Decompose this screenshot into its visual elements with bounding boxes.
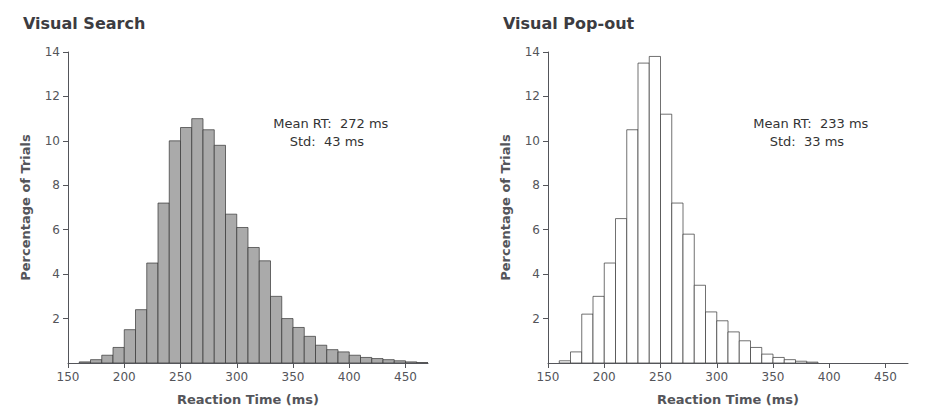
svg-text:Percentage of Trials: Percentage of Trials bbox=[18, 134, 33, 281]
svg-text:Visual Search: Visual Search bbox=[23, 14, 145, 33]
svg-text:Mean RT: 233 ms: Mean RT: 233 ms bbox=[753, 116, 868, 131]
svg-text:400: 400 bbox=[338, 370, 361, 384]
svg-text:Std: 33 ms: Std: 33 ms bbox=[753, 134, 844, 149]
svg-text:Visual Pop-out: Visual Pop-out bbox=[503, 14, 635, 33]
svg-text:6: 6 bbox=[532, 223, 540, 237]
svg-text:8: 8 bbox=[532, 178, 540, 192]
svg-text:350: 350 bbox=[282, 370, 305, 384]
svg-text:8: 8 bbox=[52, 178, 60, 192]
svg-text:4: 4 bbox=[52, 267, 60, 281]
svg-text:200: 200 bbox=[593, 370, 616, 384]
svg-text:Percentage of Trials: Percentage of Trials bbox=[498, 134, 513, 281]
svg-text:250: 250 bbox=[649, 370, 672, 384]
svg-text:150: 150 bbox=[537, 370, 560, 384]
svg-text:250: 250 bbox=[169, 370, 192, 384]
svg-text:6: 6 bbox=[52, 223, 60, 237]
svg-text:300: 300 bbox=[705, 370, 728, 384]
svg-text:Mean RT: 272 ms: Mean RT: 272 ms bbox=[273, 116, 388, 131]
svg-text:12: 12 bbox=[45, 89, 60, 103]
svg-text:300: 300 bbox=[225, 370, 248, 384]
svg-text:400: 400 bbox=[818, 370, 841, 384]
svg-text:450: 450 bbox=[394, 370, 417, 384]
svg-text:200: 200 bbox=[113, 370, 136, 384]
svg-text:150: 150 bbox=[57, 370, 80, 384]
svg-text:Std: 43 ms: Std: 43 ms bbox=[273, 134, 364, 149]
svg-text:10: 10 bbox=[45, 134, 60, 148]
svg-text:Reaction Time (ms): Reaction Time (ms) bbox=[657, 392, 799, 407]
svg-text:2: 2 bbox=[532, 312, 540, 326]
svg-text:350: 350 bbox=[762, 370, 785, 384]
svg-text:10: 10 bbox=[525, 134, 540, 148]
svg-text:Reaction Time (ms): Reaction Time (ms) bbox=[177, 392, 319, 407]
svg-text:4: 4 bbox=[532, 267, 540, 281]
svg-text:450: 450 bbox=[874, 370, 897, 384]
svg-text:2: 2 bbox=[52, 312, 60, 326]
svg-text:12: 12 bbox=[525, 89, 540, 103]
svg-text:14: 14 bbox=[45, 45, 60, 59]
svg-text:14: 14 bbox=[525, 45, 540, 59]
